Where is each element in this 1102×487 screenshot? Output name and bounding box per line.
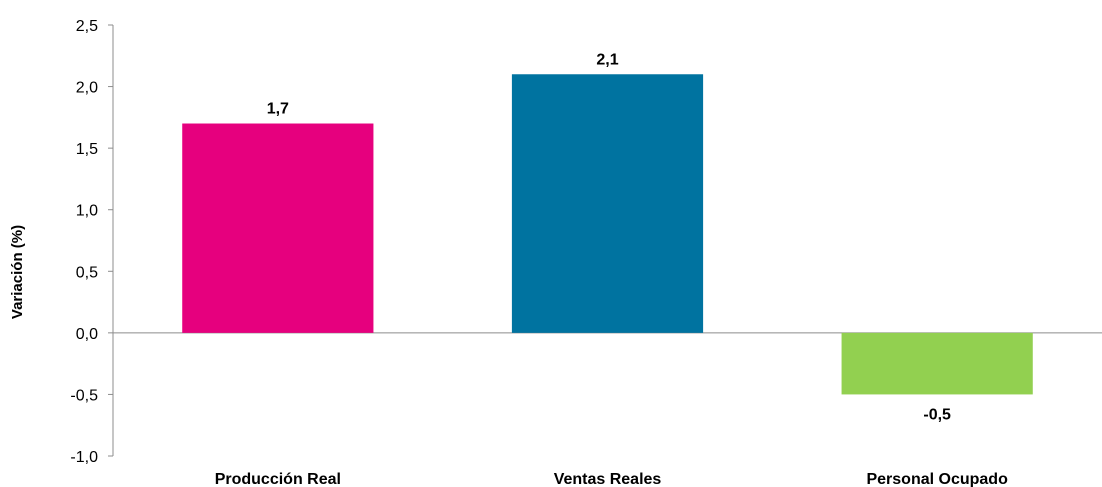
data-label-0: 1,7 bbox=[267, 101, 289, 118]
y-axis-title: Variación (%) bbox=[9, 225, 26, 319]
category-label-1: Ventas Reales bbox=[554, 471, 662, 487]
y-tick-label: 1,5 bbox=[76, 141, 98, 158]
data-labels: 1,7 2,1 -0,5 bbox=[267, 51, 951, 423]
category-label-0: Producción Real bbox=[215, 471, 341, 487]
category-label-2: Personal Ocupado bbox=[866, 471, 1008, 487]
y-tick-label: 0,5 bbox=[76, 264, 98, 281]
y-tick-label: 0,0 bbox=[76, 326, 98, 343]
bar-0 bbox=[182, 123, 374, 333]
bars bbox=[182, 74, 1033, 395]
data-label-2: -0,5 bbox=[923, 406, 951, 423]
category-labels: Producción Real Ventas Reales Personal Ocu… bbox=[215, 471, 1008, 487]
y-tick-label: 2,5 bbox=[76, 18, 98, 35]
bar-2 bbox=[841, 332, 1033, 395]
bar-1 bbox=[511, 74, 704, 333]
y-tick-label: -1,0 bbox=[70, 449, 98, 466]
y-tick-label: -0,5 bbox=[70, 387, 98, 404]
y-tick-label: 1,0 bbox=[76, 203, 98, 220]
data-label-1: 2,1 bbox=[596, 51, 618, 68]
y-tick-label: 2,0 bbox=[76, 80, 98, 97]
